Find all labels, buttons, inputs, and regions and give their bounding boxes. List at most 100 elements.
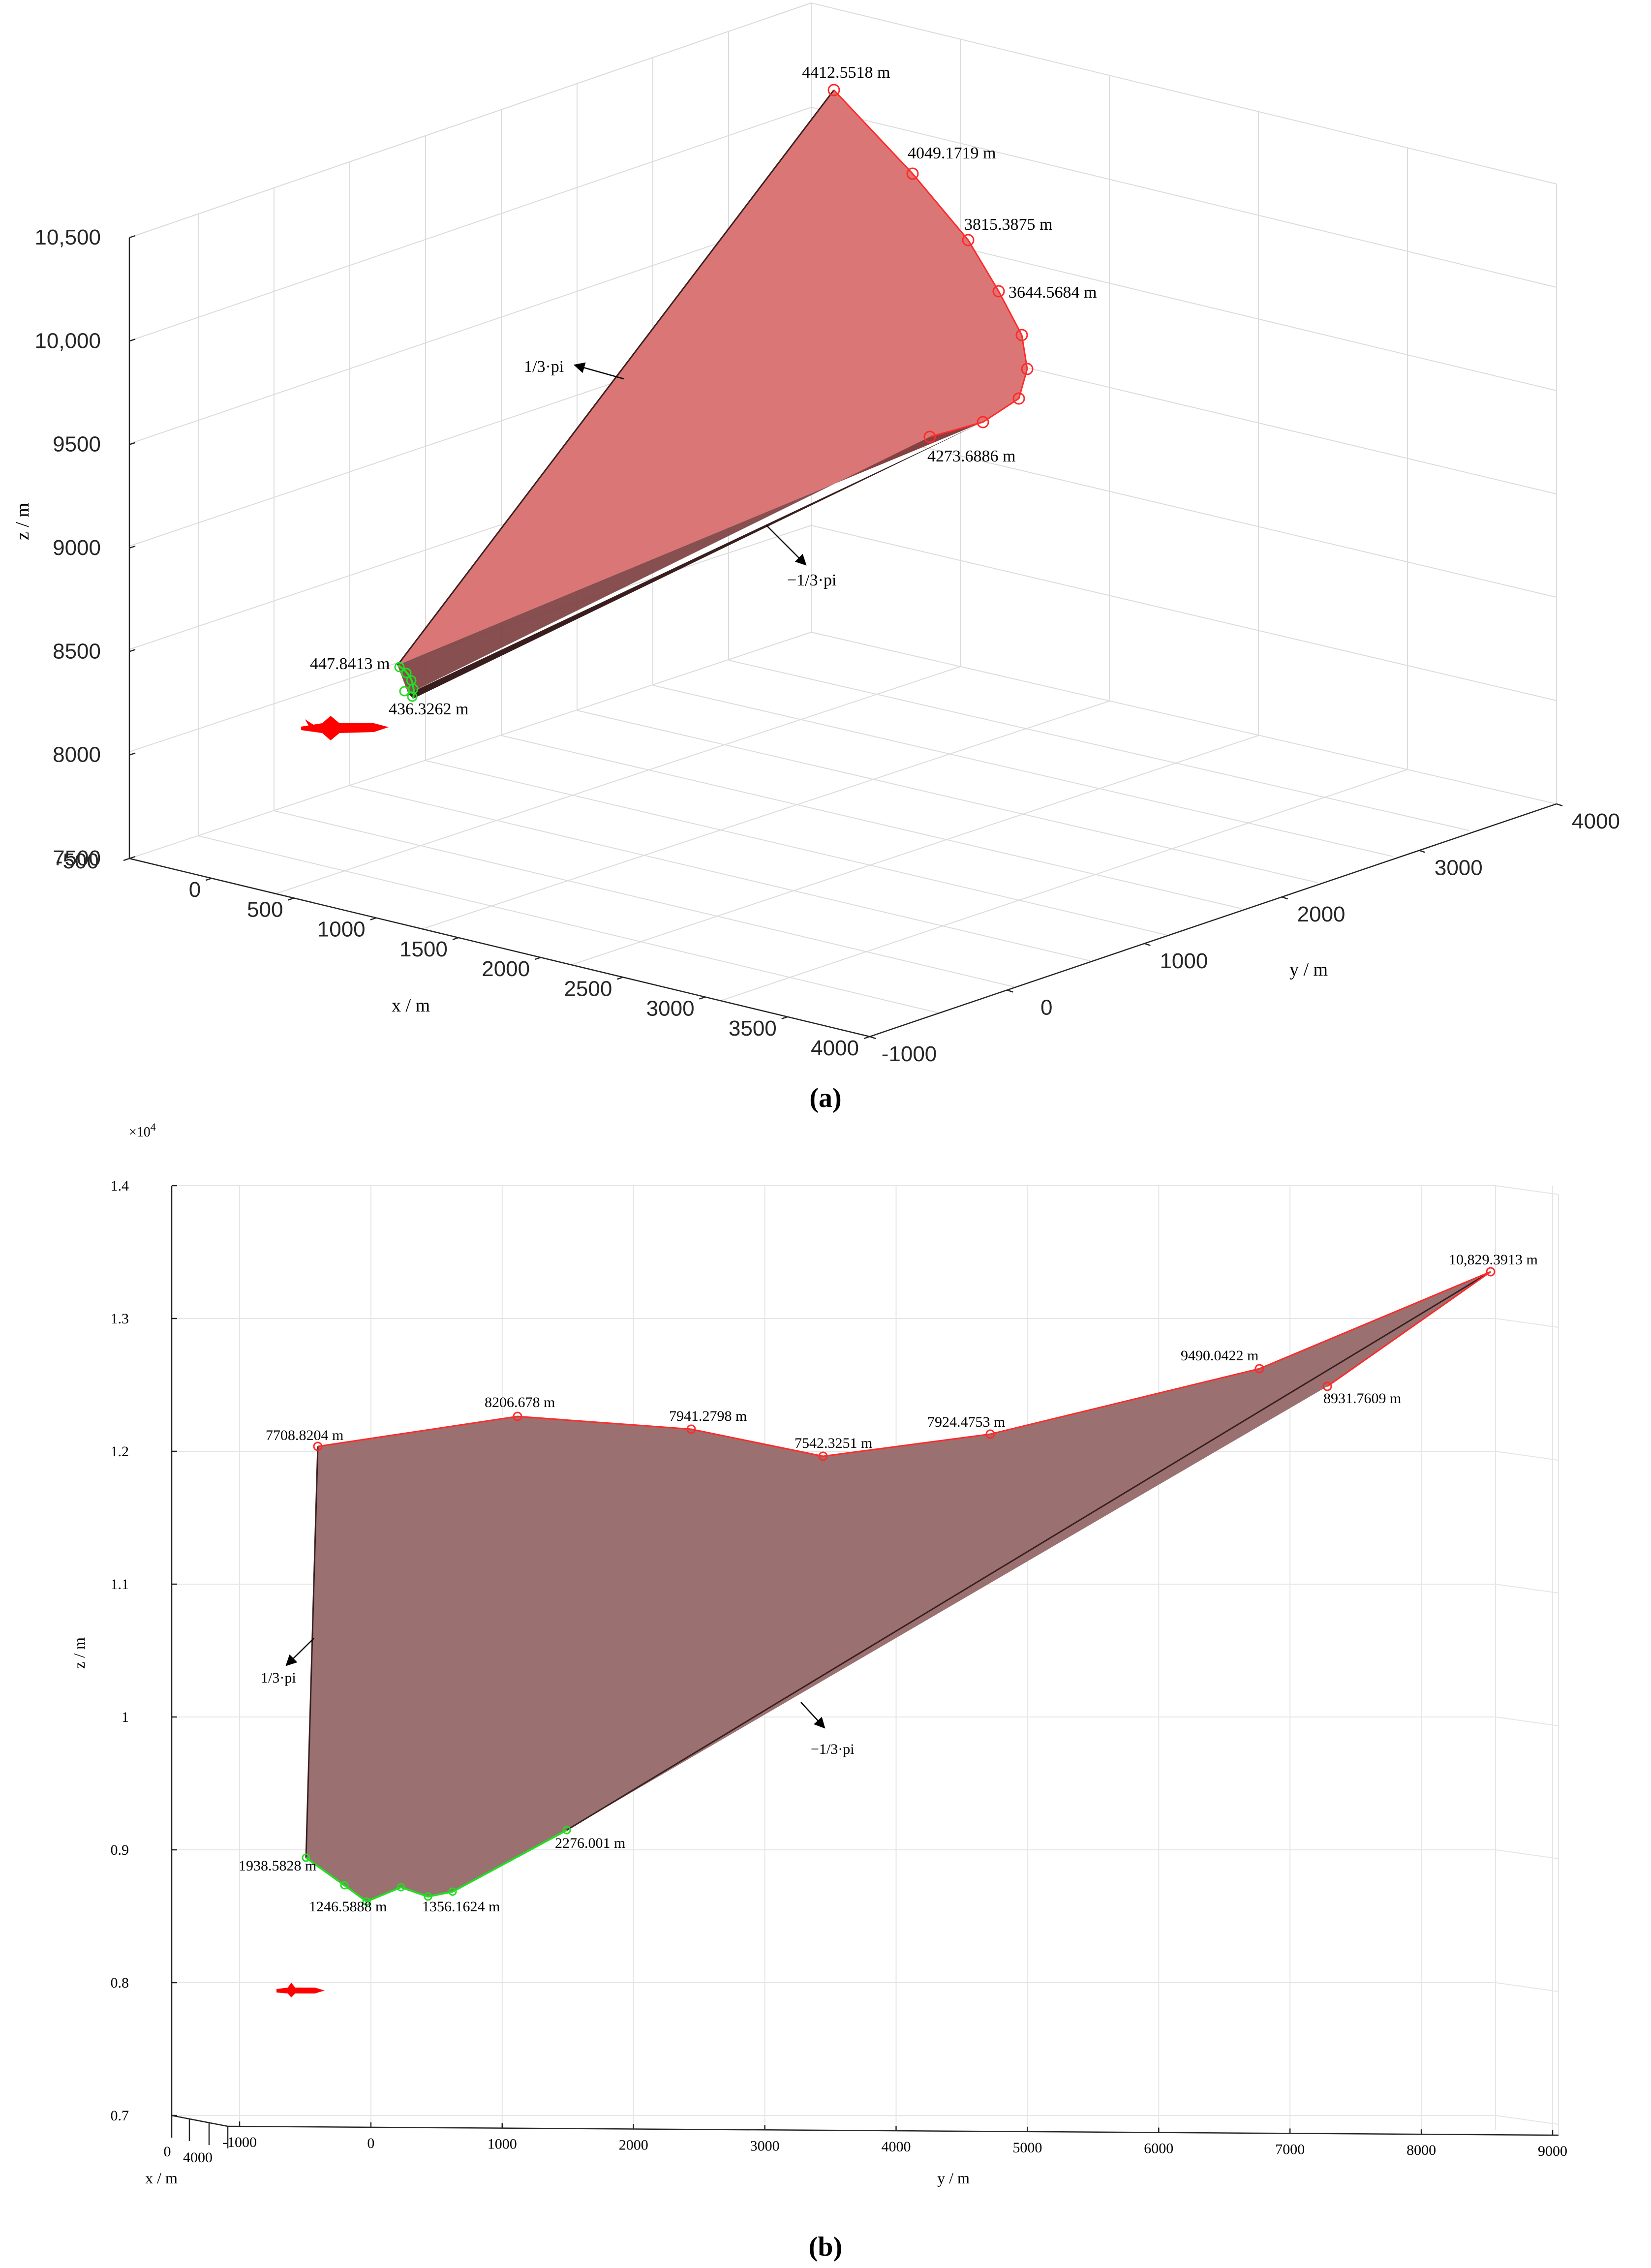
z-gridline-b-side <box>1495 1318 1559 1328</box>
x-tick-mark-a <box>205 878 212 881</box>
panel-a-surface <box>394 84 1034 702</box>
x-tick-label-a: 4000 <box>811 1036 859 1060</box>
inner-label-b: 1356.1624 m <box>422 1899 500 1915</box>
inner-label-a: 447.8413 m <box>310 655 390 673</box>
caption-a: (a) <box>809 1083 841 1113</box>
y-tick-label-b: 8000 <box>1406 2142 1436 2158</box>
z-tick-mark-a <box>129 856 136 859</box>
x-tick-mark-a <box>123 858 130 861</box>
surface-a-leading-edge <box>397 90 835 666</box>
z-axis-label-b: z / m <box>70 1637 88 1669</box>
y-tick-label-b: 0 <box>367 2135 374 2151</box>
x-tick-label-a: 0 <box>189 878 201 902</box>
outer-marker-b <box>313 1441 323 1451</box>
x-tick-label-a: 500 <box>247 897 283 921</box>
outer-marker-a <box>962 234 975 246</box>
y-tick-mark-a <box>869 1036 876 1040</box>
outer-label-a: 3815.3875 m <box>964 215 1052 234</box>
outer-marker-b <box>513 1411 522 1421</box>
inner-markers-a <box>394 662 419 702</box>
y-tick-label-b: 2000 <box>619 2137 648 2153</box>
x-tick-label-a: 2500 <box>564 977 612 1001</box>
inner-marker-b <box>448 1887 457 1896</box>
inner-marker-b <box>397 1883 405 1892</box>
outer-marker-a <box>1012 392 1025 405</box>
aircraft-a-icon <box>301 716 389 740</box>
y-axis-label-a: y / m <box>1289 959 1328 980</box>
direction-arrow-b-down <box>800 1702 826 1729</box>
z-tick-mark-a <box>129 752 136 756</box>
y-tick-label-a: 3000 <box>1435 856 1483 880</box>
panel-a: 4412.5518 m 4049.1719 m 3815.3875 m 3644… <box>12 2 1620 1113</box>
outer-label-b: 8206.678 m <box>485 1394 555 1410</box>
y-tick-mark-a <box>1556 803 1563 807</box>
z-gridline-b-side <box>1495 1451 1559 1461</box>
x-tick-label-a: 3500 <box>729 1016 777 1041</box>
inner-marker-b <box>424 1892 432 1901</box>
x-tick-mark-a <box>288 897 294 901</box>
outer-edge-b <box>317 1271 1491 1457</box>
y-tick-mark-a <box>1282 896 1288 900</box>
surface-a-lower-fin <box>408 422 983 699</box>
outer-markers-b <box>313 1267 1496 1461</box>
inner-marker-a <box>401 668 412 678</box>
outer-label-a: 3644.5684 m <box>1009 283 1097 302</box>
z-scale-note-b: ×104 <box>129 1121 156 1140</box>
z-tick-label-a: 7500 <box>53 846 101 870</box>
z-gridline-b-side <box>1495 1982 1559 1992</box>
z-gridline-b-side <box>1495 1716 1559 1726</box>
outer-edge-a-lower <box>929 421 983 438</box>
y-tick-label-b: 9000 <box>1538 2143 1567 2159</box>
outer-marker-b <box>1322 1381 1332 1391</box>
z-tick-label-b: 1.2 <box>111 1443 129 1460</box>
z-tick-label-a: 9500 <box>53 432 101 457</box>
surface-b-lower-edge <box>566 1271 1491 1831</box>
direction-arrow-b-up <box>285 1638 314 1666</box>
z-axis-label-a: z / m <box>12 503 33 540</box>
outer-marker-a <box>1015 329 1028 341</box>
panel-b-surface <box>302 1267 1496 1906</box>
x-axis-label-b: x / m <box>145 2169 178 2187</box>
outer-label-b: 8931.7609 m <box>1323 1390 1401 1407</box>
outer-marker-b <box>985 1429 995 1439</box>
direction-label-b: 1/3·pi <box>261 1670 296 1686</box>
x-tick-mark-a <box>863 1036 870 1040</box>
z-tick-mark-a <box>129 235 136 239</box>
surface-a-upper <box>397 90 1027 665</box>
y-tick-label-a: 2000 <box>1297 902 1345 926</box>
inner-label-b: 1938.5828 m <box>239 1858 316 1874</box>
outer-marker-b <box>818 1451 828 1461</box>
z-gridline-b-side <box>1495 1185 1559 1195</box>
x-tick-label-a: 1000 <box>317 918 366 942</box>
z-tick-label-b: 1.4 <box>111 1178 129 1194</box>
surface-a-lower-shadow <box>397 422 983 694</box>
z-tick-label-a: 8500 <box>53 639 101 663</box>
outer-marker-a <box>827 84 840 96</box>
outer-edge-b-lower <box>1327 1271 1491 1387</box>
y-tick-label-b: 1000 <box>488 2136 517 2152</box>
inner-marker-b <box>340 1881 349 1890</box>
x-tick-label-a: -500 <box>56 849 99 873</box>
z-tick-label-b: 0.7 <box>111 2108 129 2124</box>
y-tick-label-b: 3000 <box>750 2138 780 2154</box>
direction-label-a: 1/3·pi <box>524 358 564 376</box>
direction-arrow-a-down <box>766 525 807 566</box>
y-tick-label-b: 7000 <box>1275 2141 1305 2157</box>
x-tick-mark-a <box>616 977 623 980</box>
x-tick-mark-a <box>370 917 377 920</box>
outer-label-a: 4049.1719 m <box>908 144 996 162</box>
inner-marker-a <box>399 686 410 697</box>
direction-label-a: −1/3·pi <box>787 571 836 589</box>
x-axis-label-a: x / m <box>392 995 430 1016</box>
x-tick-mark-a <box>699 996 705 1000</box>
outer-label-b: 7708.8204 m <box>266 1427 343 1443</box>
inner-marker-a <box>394 662 405 673</box>
x-tick-mark-a <box>452 937 459 941</box>
inner-marker-b <box>362 1897 371 1906</box>
outer-marker-a <box>1021 363 1034 375</box>
inner-markers-b <box>302 1826 571 1906</box>
z-gridline-b-side <box>1495 2115 1559 2125</box>
outer-marker-a <box>906 167 919 180</box>
y-tick-mark-a <box>1419 850 1426 853</box>
z-tick-mark-a <box>129 545 136 549</box>
